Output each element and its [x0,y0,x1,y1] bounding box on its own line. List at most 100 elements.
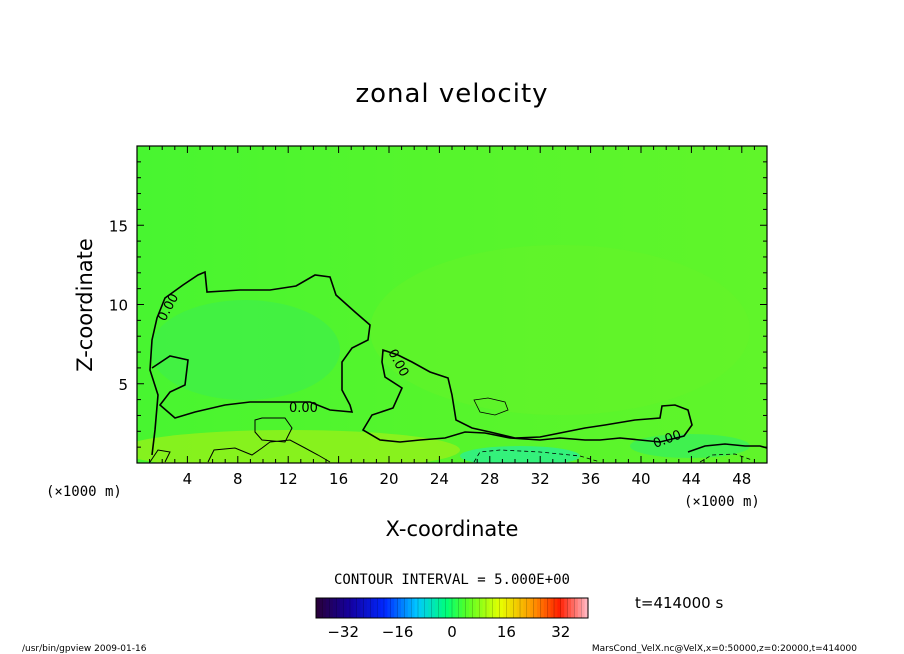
colorbar-band [431,598,436,618]
x-tick-label: 4 [183,470,193,488]
colorbar-band [360,598,365,618]
colorbar-band [509,598,514,618]
colorbar-band [462,598,467,618]
minor-contour-east [473,449,753,463]
contour-interval: CONTOUR INTERVAL = 5.000E+00 [334,572,570,588]
colorbar-band [329,598,334,618]
colorbar-band [424,598,429,618]
x-tick-label: 48 [732,470,751,488]
colorbar-band [384,598,388,618]
contour-label: 0.00 [289,401,318,416]
colorbar-band [397,598,402,618]
colorbar-band [469,598,473,618]
colorbar-band [540,598,545,618]
colorbar-band [465,598,470,618]
colorbar-band [482,598,487,618]
colorbar-tick-label: 32 [551,623,570,641]
colorbar-band [319,598,324,618]
colorbar-tick-label: 16 [497,623,516,641]
colorbar-band [489,598,494,618]
colorbar-band [557,598,562,618]
y-axis: 5 10 15 [109,145,767,464]
x-tick-label: 24 [430,470,449,488]
colorbar-band [520,598,524,618]
x-tick-label: 16 [329,470,348,488]
colorbar-band [404,598,409,618]
zero-contour-east [687,443,767,453]
footer-left: /usr/bin/gpview 2009-01-16 [22,644,147,654]
colorbar-tick-label: −32 [327,623,359,641]
colorbar-band [445,598,450,618]
velocity-region-eastern-negative [630,434,750,458]
colorbar-band [407,598,412,618]
colorbar-tick-label: −16 [382,623,414,641]
colorbar-band [479,598,484,618]
colorbar-band [350,598,354,618]
colorbar-band [380,598,385,618]
colorbar-band [496,598,501,618]
colorbar-band [343,598,348,618]
colorbar-band [435,598,439,618]
colorbar-band [530,598,535,618]
colorbar-band [574,598,579,618]
x-axis-label: X-coordinate [386,517,519,541]
chart-title: zonal velocity [355,79,548,109]
colorbar-band [363,598,368,618]
colorbar-band [547,598,552,618]
x-unit-right: (×1000 m) [684,494,760,510]
colorbar-band [581,598,586,618]
x-axis: 4 8 12 16 20 24 28 32 36 40 44 48 [136,146,768,488]
minor-contour-west [149,417,331,463]
colorbar-band [336,598,341,618]
plot-area [137,146,767,463]
minor-contour-small-loop [473,397,509,416]
colorbar-band [326,598,331,618]
colorbar-band [554,598,558,618]
x-tick-label: 32 [531,470,550,488]
colorbar-band [322,598,327,618]
colorbar-band [377,598,382,618]
colorbar-band [414,598,419,618]
x-tick-label: 36 [581,470,600,488]
colorbar-band [533,598,538,618]
colorbar-band [316,598,320,618]
colorbar-band [567,598,572,618]
colorbar-band [503,598,507,618]
colorbar-ticks: −32 −16 0 16 32 [327,623,570,641]
colorbar-band [526,598,531,618]
colorbar-band [458,598,463,618]
velocity-region-weak-positive [370,245,750,415]
colorbar-band [543,598,548,618]
colorbar [315,598,589,618]
colorbar-band [394,598,399,618]
x-tick-label: 44 [682,470,701,488]
x-tick-label: 40 [631,470,650,488]
colorbar-band [571,598,575,618]
x-tick-label: 20 [379,470,398,488]
colorbar-band [537,598,541,618]
colorbar-band [353,598,358,618]
time-label: t=414000 s [635,594,723,612]
zero-contour-west [149,270,371,456]
colorbar-band [333,598,337,618]
colorbar-band [499,598,504,618]
colorbar-band [560,598,565,618]
zero-contour-center [361,348,693,443]
y-axis-label: Z-coordinate [73,238,97,372]
colorbar-band [584,598,589,618]
colorbar-band [373,598,378,618]
colorbar-band [523,598,528,618]
colorbar-band [418,598,422,618]
x-tick-label: 28 [480,470,499,488]
colorbar-band [428,598,433,618]
colorbar-band [564,598,569,618]
colorbar-tick-label: 0 [447,623,457,641]
colorbar-band [516,598,521,618]
colorbar-band [452,598,456,618]
colorbar-band [367,598,371,618]
colorbar-band [438,598,443,618]
colorbar-band [472,598,477,618]
y-tick-label: 5 [118,376,128,394]
colorbar-band [401,598,405,618]
